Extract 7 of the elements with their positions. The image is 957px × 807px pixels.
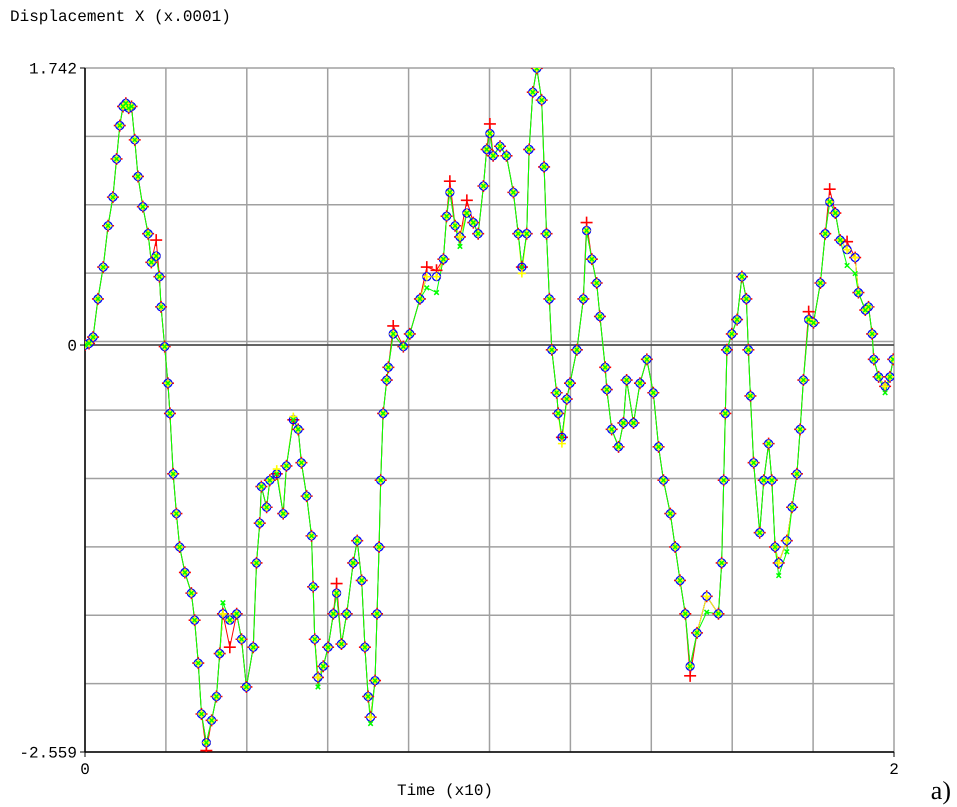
y-axis-title: Displacement X (x.0001) — [10, 8, 231, 26]
y-tick-label: -2.559 — [19, 744, 77, 763]
y-tick-label: 1.742 — [28, 60, 77, 79]
x-axis-title: Time (x10) — [397, 782, 494, 800]
x-tick-label: 2 — [889, 761, 899, 779]
y-tick-label: 0 — [67, 338, 77, 356]
text: a) — [930, 776, 951, 806]
